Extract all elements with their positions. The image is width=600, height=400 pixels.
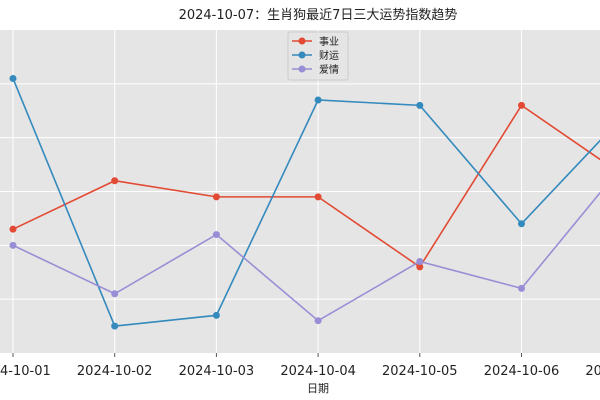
data-point bbox=[518, 220, 525, 228]
legend-swatch-marker bbox=[298, 65, 306, 73]
data-point bbox=[314, 96, 322, 104]
data-point bbox=[416, 257, 424, 265]
x-tick-label: 2024-10-02 bbox=[77, 364, 153, 379]
data-point bbox=[212, 231, 220, 239]
series-3 bbox=[9, 191, 600, 325]
x-tick-label: 2024-10-06 bbox=[484, 364, 560, 379]
legend-swatch-marker bbox=[298, 37, 306, 45]
data-point bbox=[111, 290, 119, 298]
data-point bbox=[111, 177, 119, 185]
x-axis-label: 日期 bbox=[307, 382, 329, 395]
data-point bbox=[314, 193, 322, 201]
data-point bbox=[518, 101, 525, 109]
data-point bbox=[9, 74, 17, 82]
series-layer bbox=[9, 74, 600, 330]
x-tick-labels: 2024-10-01 2024-10-02 2024-10-03 2024-10-04… bbox=[0, 353, 600, 379]
x-tick-label: 2024-10-05 bbox=[382, 364, 458, 379]
data-point bbox=[518, 284, 525, 292]
series-2 bbox=[9, 74, 600, 330]
data-point bbox=[111, 322, 119, 330]
x-tick-label: 2024-10-01 bbox=[0, 364, 51, 379]
legend-box bbox=[287, 31, 349, 81]
x-tick-label: 2024-10-04 bbox=[280, 364, 356, 379]
data-point bbox=[9, 225, 17, 233]
data-point bbox=[416, 263, 424, 271]
legend-label: 事业 bbox=[319, 35, 339, 48]
x-tick-label: 2024-10-07 bbox=[585, 364, 600, 379]
legend-label: 财运 bbox=[319, 49, 339, 62]
data-point bbox=[212, 193, 220, 201]
legend-swatch-marker bbox=[298, 51, 306, 59]
series-1 bbox=[9, 101, 600, 271]
x-tick-label: 2024-10-03 bbox=[179, 364, 255, 379]
legend-label: 爱情 bbox=[319, 63, 339, 76]
data-point bbox=[212, 311, 220, 319]
data-point bbox=[314, 317, 322, 325]
data-point bbox=[416, 101, 424, 109]
chart-title: 2024-10-07：生肖狗最近7日三大运势指数趋势 bbox=[179, 7, 458, 23]
data-point bbox=[9, 241, 17, 249]
